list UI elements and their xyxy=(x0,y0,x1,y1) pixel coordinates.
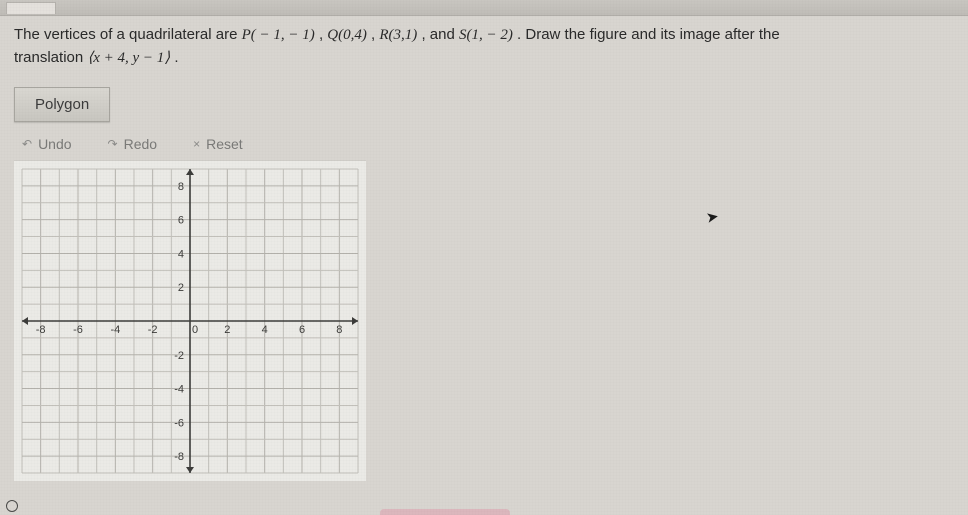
svg-text:6: 6 xyxy=(299,324,305,336)
problem-text: . xyxy=(174,49,178,66)
svg-text:-8: -8 xyxy=(36,324,46,336)
undo-icon: ↶ xyxy=(22,137,32,151)
svg-text:-4: -4 xyxy=(110,324,120,336)
taskbar-ring-icon xyxy=(6,500,18,512)
coordinate-grid[interactable]: -8 -6 -4 -2 0 2 4 6 8 2 4 6 8 -2 -4 -6 -8 xyxy=(14,160,366,480)
svg-text:-6: -6 xyxy=(73,324,83,336)
reset-label: Reset xyxy=(206,136,243,152)
reset-button[interactable]: × Reset xyxy=(193,136,243,152)
polygon-tool-button[interactable]: Polygon xyxy=(14,87,110,122)
svg-text:2: 2 xyxy=(224,324,230,336)
svg-text:8: 8 xyxy=(178,181,184,193)
point-q: Q(0,4) xyxy=(327,27,367,43)
window-top-strip xyxy=(0,0,968,16)
svg-text:-6: -6 xyxy=(174,417,184,429)
sep: , and xyxy=(421,26,459,43)
svg-text:-2: -2 xyxy=(174,350,184,362)
point-s: S(1, − 2) xyxy=(459,27,513,43)
svg-text:-8: -8 xyxy=(174,451,184,463)
svg-text:8: 8 xyxy=(336,324,342,336)
cursor-icon: ➤ xyxy=(705,207,721,227)
translation-rule: ⟨x + 4, y − 1⟩ xyxy=(87,50,170,66)
svg-text:4: 4 xyxy=(262,324,268,336)
edit-toolbar: ↶ Undo ↷ Redo × Reset xyxy=(14,132,364,156)
redo-button[interactable]: ↷ Redo xyxy=(108,136,158,152)
svg-text:-4: -4 xyxy=(174,384,184,396)
undo-label: Undo xyxy=(38,136,71,152)
browser-tab[interactable] xyxy=(6,2,56,14)
point-p: P( − 1, − 1) xyxy=(242,27,315,43)
grid-svg: -8 -6 -4 -2 0 2 4 6 8 2 4 6 8 -2 -4 -6 -8 xyxy=(14,161,366,481)
svg-text:0: 0 xyxy=(192,324,198,336)
problem-text: . Draw the figure and its image after th… xyxy=(517,26,780,43)
redo-label: Redo xyxy=(124,136,157,152)
point-r: R(3,1) xyxy=(379,27,417,43)
svg-text:6: 6 xyxy=(178,215,184,227)
svg-text:4: 4 xyxy=(178,248,184,260)
problem-statement: The vertices of a quadrilateral are P( −… xyxy=(0,16,968,75)
close-icon: × xyxy=(193,137,200,151)
undo-button[interactable]: ↶ Undo xyxy=(22,136,72,152)
bottom-accent xyxy=(380,509,510,515)
problem-text: The vertices of a quadrilateral are xyxy=(14,26,242,43)
svg-text:2: 2 xyxy=(178,282,184,294)
problem-text: translation xyxy=(14,49,87,66)
svg-text:-2: -2 xyxy=(148,324,158,336)
redo-icon: ↷ xyxy=(108,137,118,151)
